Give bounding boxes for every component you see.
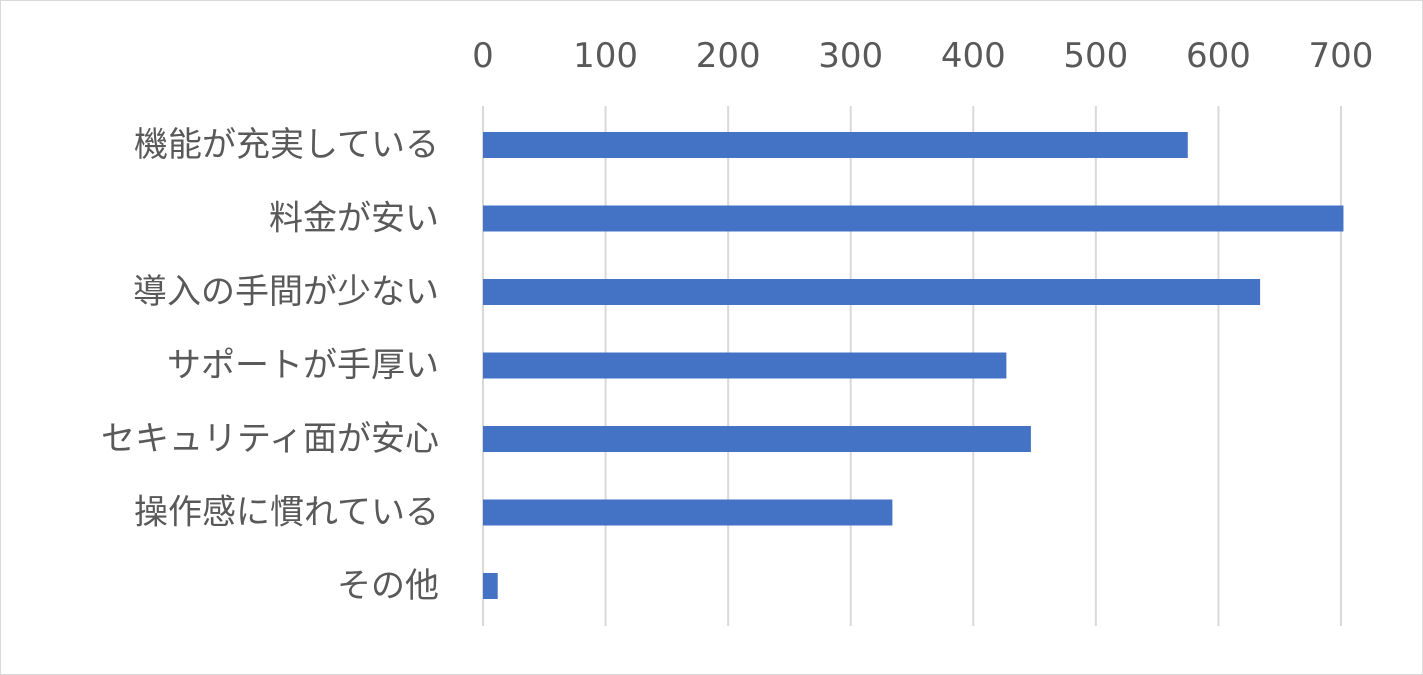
x-tick-label: 700 <box>1309 36 1374 76</box>
bar <box>483 573 498 599</box>
bar <box>483 132 1188 158</box>
x-tick-label: 200 <box>696 36 761 76</box>
category-label: 機能が充実している <box>134 125 439 165</box>
bar <box>483 352 1007 379</box>
category-label: 操作感に慣れている <box>134 493 439 533</box>
x-tick-label: 600 <box>1186 36 1251 76</box>
x-tick-label: 400 <box>941 36 1006 76</box>
category-label: 料金が安い <box>269 199 439 239</box>
x-tick-label: 100 <box>573 36 638 76</box>
bar <box>483 499 893 526</box>
bar <box>483 205 1344 232</box>
category-labels: 機能が充実している料金が安い導入の手間が少ないサポートが手厚いセキュリティ面が安… <box>101 125 439 606</box>
category-label: セキュリティ面が安心 <box>101 419 439 459</box>
x-tick-label: 300 <box>818 36 883 76</box>
category-label: その他 <box>337 566 439 606</box>
category-label: 導入の手間が少ない <box>133 272 439 312</box>
category-label: サポートが手厚い <box>167 346 439 386</box>
x-tick-label: 500 <box>1063 36 1128 76</box>
bar <box>483 426 1031 452</box>
bars <box>483 132 1344 599</box>
bar <box>483 279 1261 305</box>
x-axis-tick-labels: 0 100 200 300 400 500 600 700 <box>472 36 1373 76</box>
x-tick-label: 0 <box>472 36 494 76</box>
